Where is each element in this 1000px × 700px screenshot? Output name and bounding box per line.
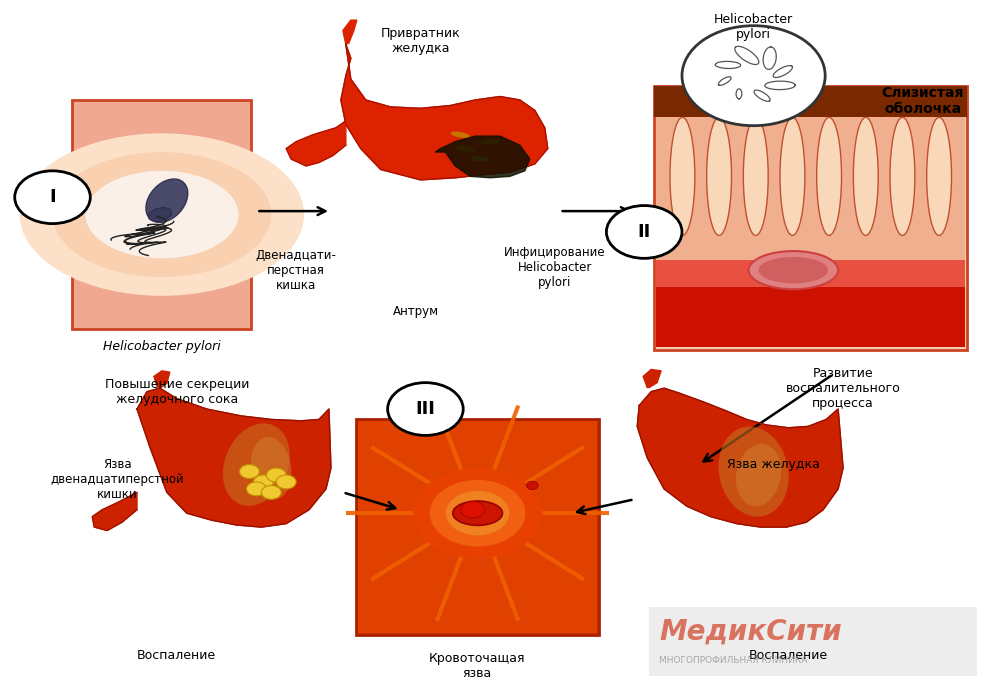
Bar — [656, 284, 965, 346]
Ellipse shape — [146, 179, 188, 223]
Ellipse shape — [20, 133, 304, 296]
Text: МНОГОПРОФИЛЬНАЯ КЛИНИКА: МНОГОПРОФИЛЬНАЯ КЛИНИКА — [659, 656, 807, 664]
Bar — [356, 419, 599, 635]
Circle shape — [430, 480, 525, 547]
Bar — [654, 86, 967, 118]
Polygon shape — [637, 389, 843, 527]
Text: Привратник
желудка: Привратник желудка — [381, 27, 460, 55]
Ellipse shape — [718, 426, 789, 517]
Polygon shape — [343, 20, 357, 44]
Circle shape — [253, 475, 273, 489]
Ellipse shape — [453, 501, 502, 525]
Ellipse shape — [148, 208, 172, 221]
Circle shape — [413, 468, 542, 559]
Ellipse shape — [470, 156, 490, 162]
Ellipse shape — [817, 118, 842, 235]
Ellipse shape — [707, 118, 732, 235]
Text: Helicobacter
pylori: Helicobacter pylori — [714, 13, 793, 41]
Circle shape — [682, 26, 825, 126]
Text: Антрум: Антрум — [392, 305, 439, 318]
Bar — [72, 100, 251, 329]
Ellipse shape — [759, 257, 828, 284]
Circle shape — [239, 465, 259, 479]
Circle shape — [276, 475, 296, 489]
Circle shape — [606, 206, 682, 258]
Text: II: II — [638, 223, 651, 241]
Text: Воспаление: Воспаление — [749, 649, 828, 661]
Text: Развитие
воспалительного
процесса: Развитие воспалительного процесса — [786, 368, 900, 410]
Polygon shape — [341, 44, 548, 180]
Ellipse shape — [85, 171, 238, 258]
Ellipse shape — [455, 146, 475, 152]
Ellipse shape — [890, 118, 915, 235]
Polygon shape — [643, 370, 661, 388]
Ellipse shape — [52, 152, 271, 277]
Polygon shape — [435, 136, 530, 178]
Ellipse shape — [780, 118, 805, 235]
Ellipse shape — [480, 139, 500, 145]
Circle shape — [446, 491, 509, 536]
Circle shape — [388, 383, 463, 435]
Ellipse shape — [743, 118, 768, 235]
Ellipse shape — [853, 118, 878, 235]
Text: Язва желудка: Язва желудка — [727, 458, 820, 470]
Text: I: I — [49, 188, 56, 206]
Text: Двенадцати-
перстная
кишка: Двенадцати- перстная кишка — [256, 249, 337, 293]
Ellipse shape — [927, 118, 952, 235]
Polygon shape — [154, 371, 170, 388]
Text: Инфицирование
Helicobacter
pylori: Инфицирование Helicobacter pylori — [504, 246, 606, 289]
Text: Слизистая
оболочка: Слизистая оболочка — [881, 86, 964, 116]
Text: Повышение секреции
желудочного сока: Повышение секреции желудочного сока — [105, 378, 249, 406]
Circle shape — [526, 482, 538, 489]
Polygon shape — [137, 389, 331, 527]
Ellipse shape — [736, 444, 781, 506]
Ellipse shape — [670, 118, 695, 235]
Polygon shape — [92, 492, 137, 531]
Ellipse shape — [451, 132, 470, 138]
Bar — [358, 421, 597, 634]
Ellipse shape — [223, 424, 290, 506]
Circle shape — [15, 171, 90, 223]
Text: Helicobacter pylori: Helicobacter pylori — [103, 340, 221, 353]
Circle shape — [246, 482, 266, 496]
Bar — [656, 118, 965, 260]
Text: III: III — [415, 400, 435, 418]
Bar — [654, 86, 967, 350]
Text: Воспаление: Воспаление — [137, 649, 216, 661]
Ellipse shape — [251, 437, 291, 499]
Circle shape — [460, 500, 496, 526]
Circle shape — [261, 485, 281, 499]
Bar — [656, 260, 965, 288]
Text: Кровоточащая
язва: Кровоточащая язва — [429, 652, 525, 680]
Ellipse shape — [749, 251, 838, 289]
Circle shape — [461, 501, 485, 518]
Polygon shape — [286, 121, 346, 166]
Circle shape — [266, 468, 286, 482]
Bar — [649, 607, 977, 676]
Text: МедикСити: МедикСити — [659, 617, 842, 645]
Text: Язва
двенадцатиперстной
кишки: Язва двенадцатиперстной кишки — [50, 458, 184, 500]
